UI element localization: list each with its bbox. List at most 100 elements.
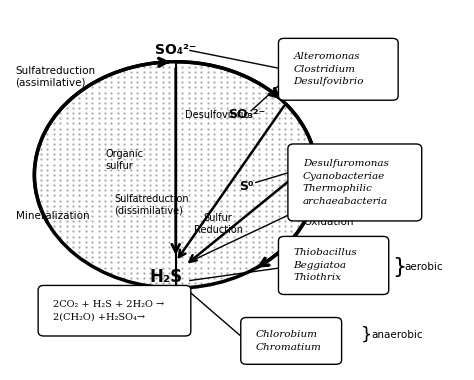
Point [204, 192, 212, 198]
Point [44, 192, 51, 198]
Point [133, 249, 141, 255]
Point [230, 228, 237, 234]
Point [120, 157, 128, 163]
Point [204, 187, 212, 193]
Point [294, 157, 301, 163]
Point [185, 162, 192, 168]
Point [50, 125, 57, 131]
Point [185, 69, 192, 75]
Point [56, 136, 64, 142]
Point [301, 136, 308, 142]
Point [223, 192, 231, 198]
Point [294, 213, 301, 219]
Point [301, 172, 308, 178]
Point [230, 187, 237, 193]
Point [133, 84, 141, 90]
Point [281, 136, 289, 142]
Point [172, 198, 180, 204]
Point [243, 74, 250, 80]
Point [82, 125, 90, 131]
Point [63, 120, 70, 127]
Point [236, 239, 244, 245]
Point [101, 208, 109, 214]
Point [294, 228, 301, 234]
Point [281, 146, 289, 152]
Point [63, 146, 70, 152]
Point [44, 146, 51, 152]
Point [204, 234, 212, 240]
Point [159, 64, 167, 70]
Point [210, 157, 218, 163]
Point [178, 162, 186, 168]
Point [50, 228, 57, 234]
Point [50, 151, 57, 157]
Point [89, 136, 96, 142]
Point [63, 228, 70, 234]
Point [198, 198, 205, 204]
Point [133, 259, 141, 265]
Point [108, 95, 115, 101]
Point [63, 198, 70, 204]
Point [204, 64, 212, 70]
Point [108, 79, 115, 86]
Point [275, 223, 283, 230]
Point [101, 79, 109, 86]
Point [127, 239, 135, 245]
Point [268, 244, 276, 250]
Point [133, 167, 141, 173]
Point [191, 259, 199, 265]
Point [217, 125, 225, 131]
Point [210, 244, 218, 250]
Point [275, 151, 283, 157]
Point [281, 141, 289, 147]
Point [133, 177, 141, 183]
Point [153, 187, 160, 193]
Point [153, 192, 160, 198]
Point [159, 198, 167, 204]
Point [243, 125, 250, 131]
Point [159, 264, 167, 271]
Point [108, 146, 115, 152]
Point [120, 218, 128, 224]
Point [198, 110, 205, 116]
Point [75, 120, 83, 127]
Point [185, 120, 192, 127]
Point [249, 182, 256, 188]
Point [198, 280, 205, 286]
Point [120, 254, 128, 260]
Point [44, 172, 51, 178]
Point [262, 90, 270, 96]
Point [236, 125, 244, 131]
Point [101, 172, 109, 178]
Point [101, 259, 109, 265]
Point [120, 198, 128, 204]
Point [95, 84, 102, 90]
Point [210, 100, 218, 106]
Point [243, 182, 250, 188]
Point [178, 105, 186, 111]
Point [294, 218, 301, 224]
Point [191, 162, 199, 168]
Point [249, 157, 256, 163]
Point [127, 177, 135, 183]
Point [133, 74, 141, 80]
Point [255, 259, 263, 265]
Point [204, 110, 212, 116]
Point [63, 239, 70, 245]
Point [120, 105, 128, 111]
Point [101, 90, 109, 96]
Point [281, 218, 289, 224]
Point [101, 115, 109, 121]
Point [114, 172, 122, 178]
Point [69, 198, 77, 204]
Point [82, 182, 90, 188]
Point [185, 177, 192, 183]
Point [114, 275, 122, 281]
Point [63, 125, 70, 131]
Point [262, 187, 270, 193]
Point [114, 79, 122, 86]
Point [217, 146, 225, 152]
Point [108, 157, 115, 163]
Point [89, 249, 96, 255]
Point [268, 203, 276, 209]
